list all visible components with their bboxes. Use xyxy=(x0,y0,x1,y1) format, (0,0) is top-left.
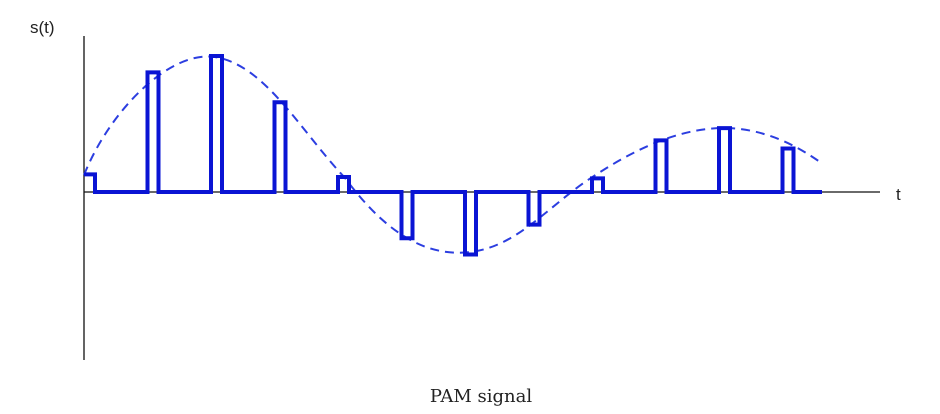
pam-pulse-train xyxy=(84,54,822,257)
x-axis-label: t xyxy=(896,185,901,204)
y-axis-label: s(t) xyxy=(30,18,55,37)
pam-waveform xyxy=(84,54,822,257)
diagram-caption: PAM signal xyxy=(430,386,532,407)
envelope-curve xyxy=(83,55,821,254)
